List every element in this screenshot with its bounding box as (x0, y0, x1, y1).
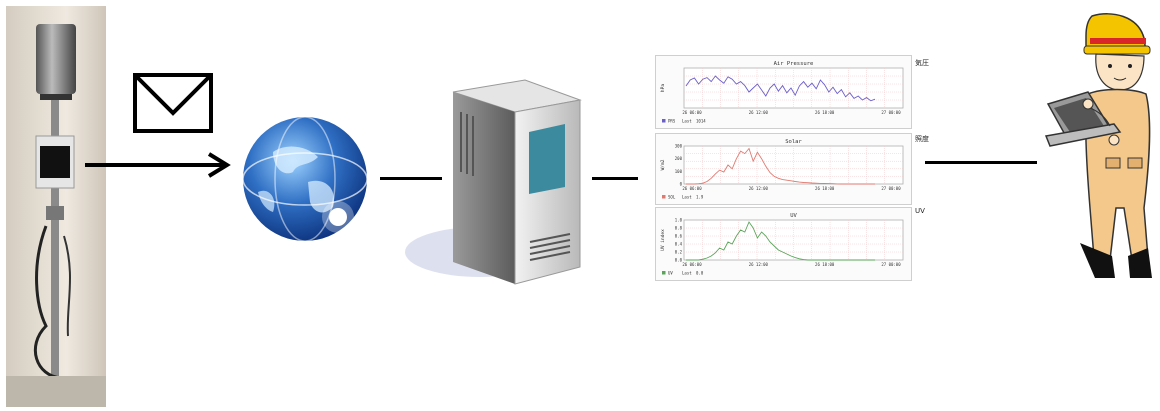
connector-line-server-charts (592, 177, 638, 180)
worker-with-laptop-illustration (1040, 8, 1158, 284)
x-tick-label: 26 12:00 (749, 110, 769, 115)
legend-last-label: Last (682, 119, 692, 124)
legend-swatch (662, 119, 666, 123)
x-tick-label: 26 06:00 (682, 262, 702, 267)
y-tick-label: 1.0 (675, 218, 683, 223)
chart-title: UV (790, 213, 797, 219)
y-tick-label: 100 (675, 169, 683, 174)
connector-line-globe-server (380, 177, 442, 180)
legend-swatch (662, 195, 666, 199)
series-line-uv (686, 221, 875, 261)
x-tick-label: 26 18:00 (815, 262, 835, 267)
chart-title: Air Pressure (774, 61, 814, 67)
side-label-pressure: 気圧 (915, 59, 929, 67)
legend-series-name: PRS (668, 119, 676, 124)
legend-last-label: Last (682, 195, 692, 200)
x-tick-label: 26 06:00 (682, 186, 702, 191)
legend-series-name: SOL (668, 195, 676, 200)
x-tick-label: 27 00:00 (881, 110, 901, 115)
series-line-sol (686, 147, 875, 185)
y-tick-label: 0.2 (675, 250, 683, 255)
chart-title: Solar (785, 139, 802, 145)
x-tick-label: 26 12:00 (749, 262, 769, 267)
series-line-prs (685, 75, 876, 102)
y-tick-label: 0 (680, 182, 683, 187)
legend-last-value: 0.0 (696, 271, 704, 276)
chart-air-pressure: Air Pressure hPa 26 06:00 26 12:00 26 18:00 2… (655, 55, 912, 129)
y-axis-label: UV index (660, 229, 666, 251)
x-tick-label: 27 00:00 (881, 186, 901, 191)
y-axis-label: hPa (660, 84, 666, 92)
legend-last-label: Last (682, 271, 692, 276)
x-tick-label: 27 00:00 (881, 262, 901, 267)
globe-icon (238, 112, 373, 251)
legend-last-value: 1.9 (696, 195, 704, 200)
y-tick-label: 0.6 (675, 234, 683, 239)
y-tick-label: 200 (675, 156, 683, 161)
x-tick-label: 26 18:00 (815, 186, 835, 191)
envelope-icon (133, 73, 213, 137)
x-tick-label: 26 06:00 (682, 110, 702, 115)
side-label-uv: UV (915, 207, 925, 215)
legend-last-value: 1014 (696, 119, 706, 124)
x-tick-label: 26 12:00 (749, 186, 769, 191)
y-tick-label: 0.8 (675, 226, 683, 231)
weather-station-photo (6, 6, 106, 407)
legend-swatch (662, 271, 666, 275)
connector-line-charts-user (925, 161, 1037, 164)
legend-series-name: UV (668, 271, 673, 276)
x-tick-label: 26 18:00 (815, 110, 835, 115)
chart-solar: Solar W/m2 300 200 100 0 26 06:00 26 12:00 26 18… (655, 133, 912, 205)
chart-uv: UV UV index 1.0 0.8 0.6 0.4 0.2 0.0 26 06:00 26 1… (655, 207, 912, 281)
y-axis-label: W/m2 (660, 159, 666, 170)
y-tick-label: 300 (675, 144, 683, 149)
y-tick-label: 0.0 (675, 258, 683, 263)
arrow-right (85, 150, 235, 184)
y-tick-label: 0.4 (675, 242, 683, 247)
server-icon (405, 72, 585, 296)
side-label-solar: 照度 (915, 135, 929, 143)
